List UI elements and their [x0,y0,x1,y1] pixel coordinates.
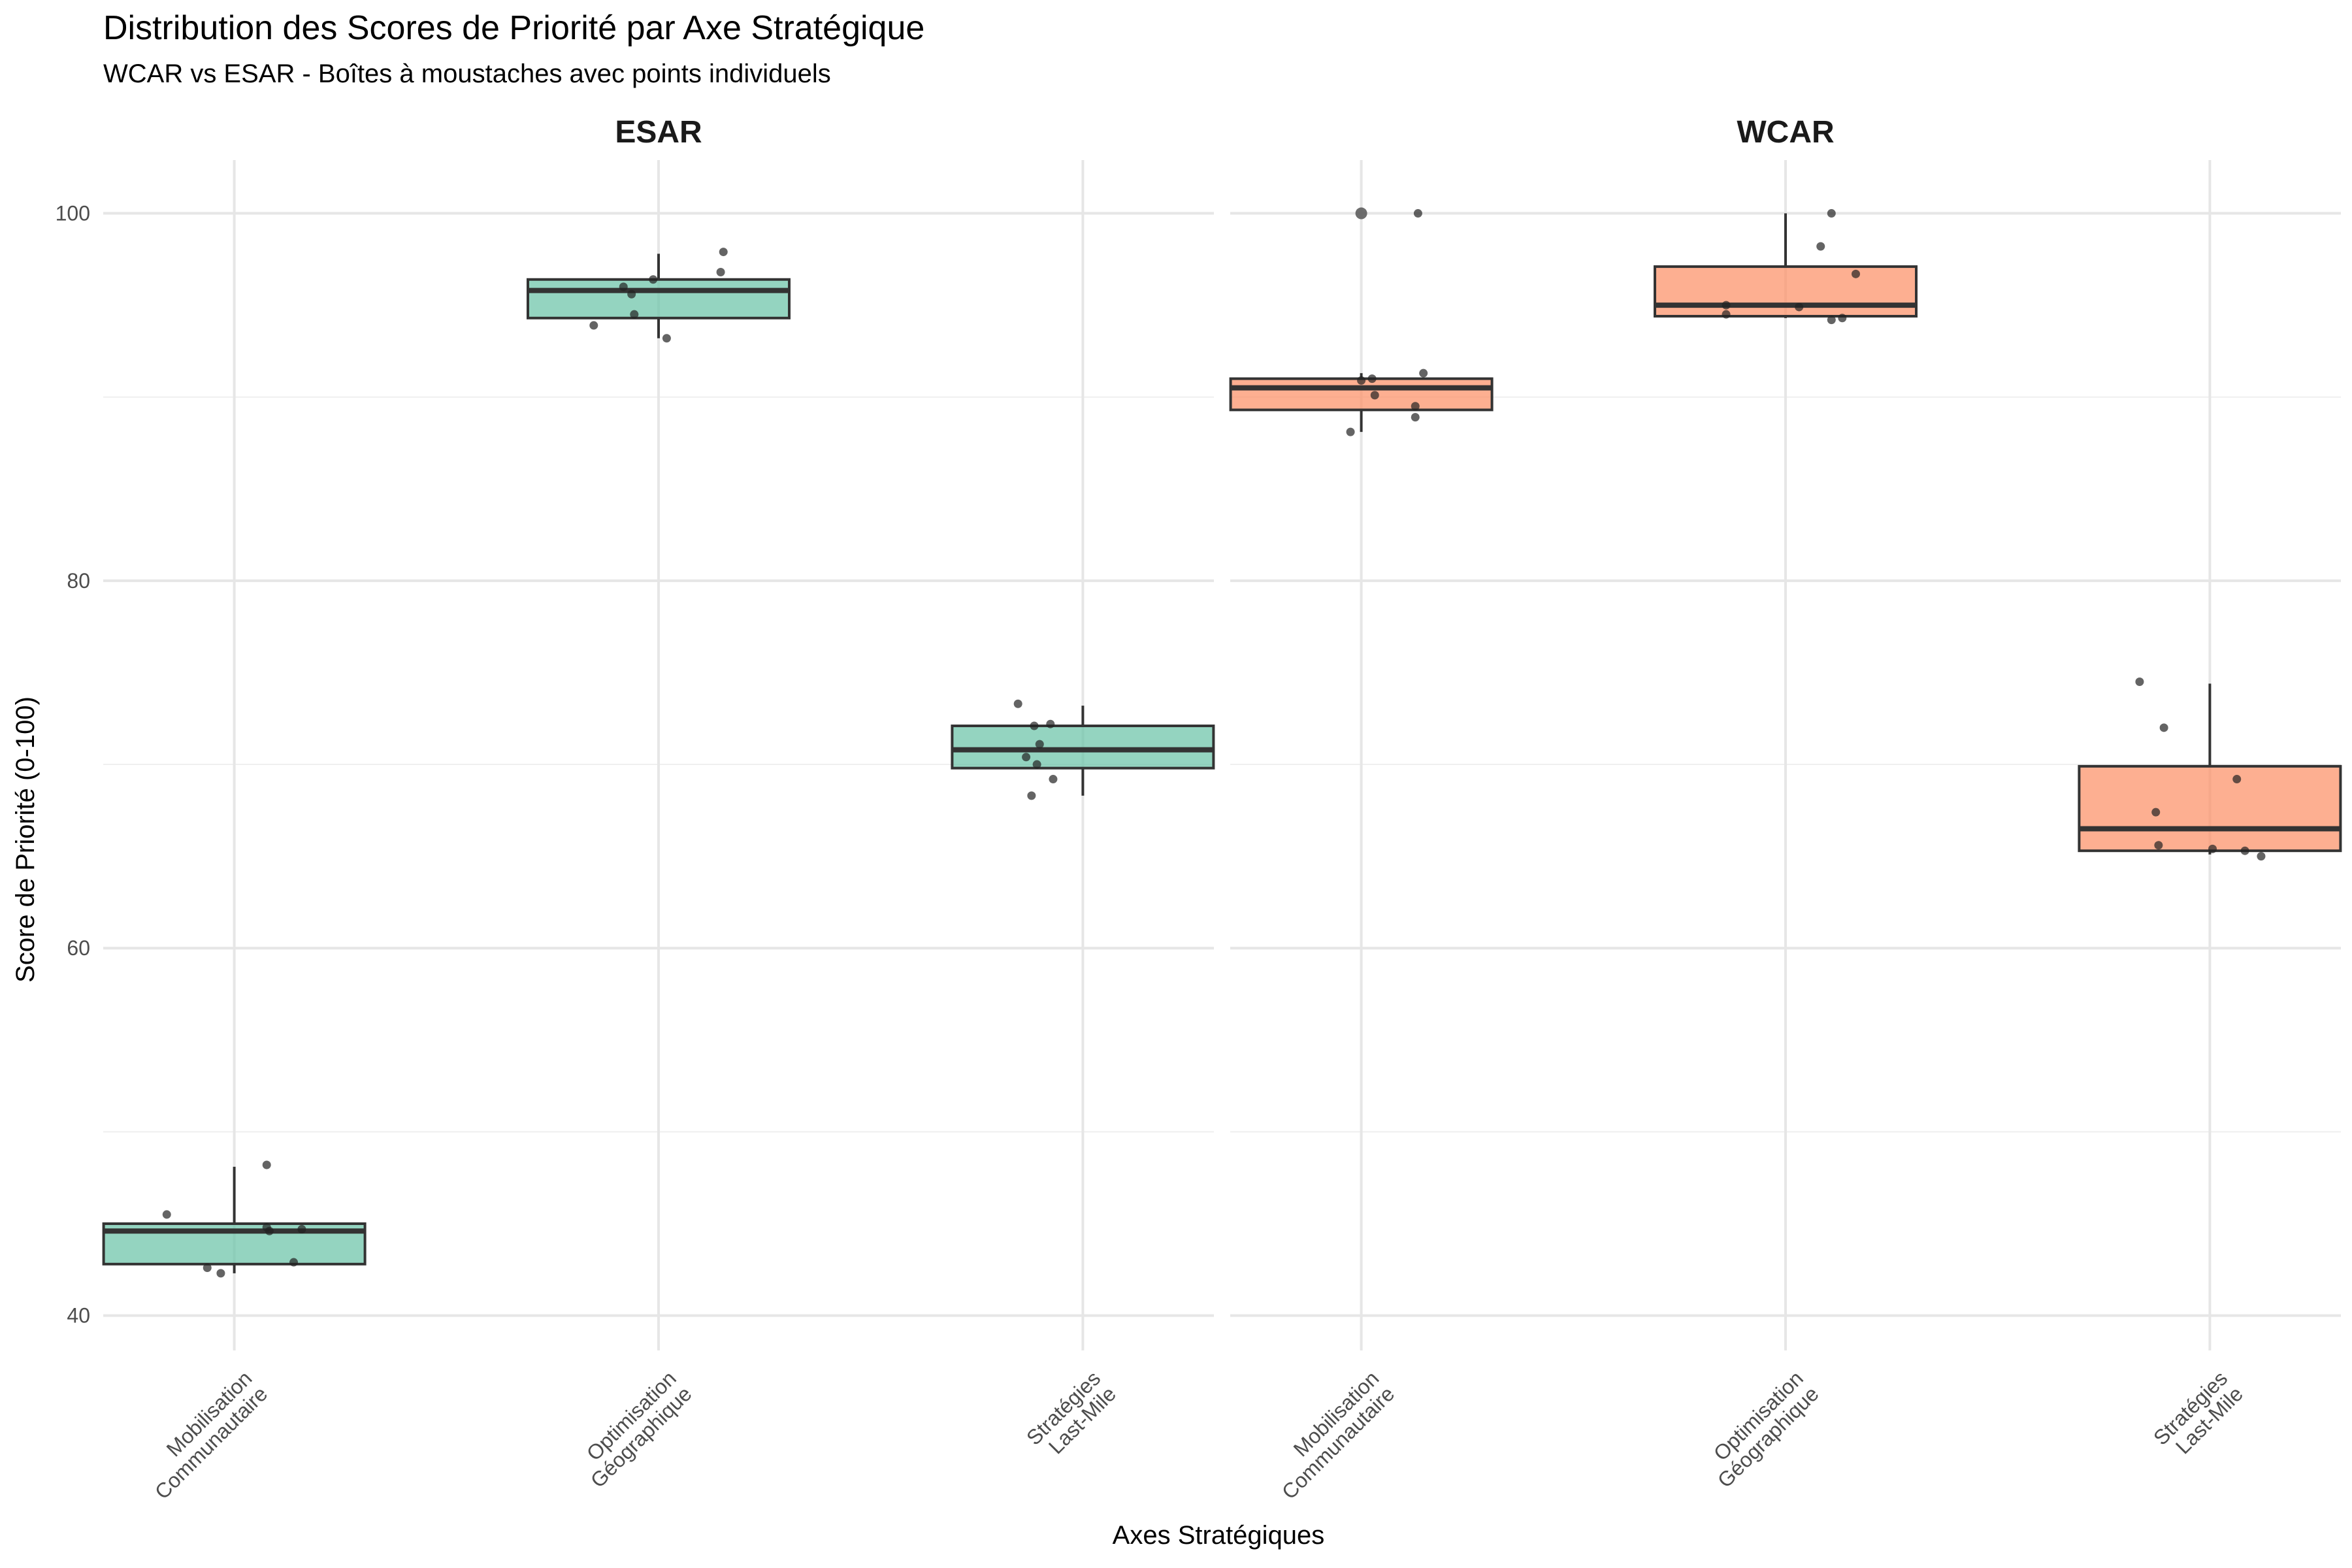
data-point [162,1210,171,1219]
chart-subtitle: WCAR vs ESAR - Boîtes à moustaches avec … [103,59,831,88]
data-point [1827,316,1836,325]
data-point [1411,402,1420,411]
data-point [2232,775,2242,784]
panel-wcar: WCAR MobilisationCommunautaire Optimisatio… [1229,115,2342,1504]
data-point [1816,242,1825,251]
x-tick-label: StratégiesLast-Mile [1022,1366,1120,1465]
x-tick-label: OptimisationGéographique [570,1366,696,1492]
data-point [1022,753,1031,762]
data-point [1035,740,1044,749]
data-point [630,310,639,319]
facet-strip-label: WCAR [1737,115,1834,150]
data-point [619,282,628,291]
data-point [2257,852,2266,861]
box-iqr [2078,764,2342,853]
outlier-point [1355,207,1367,220]
data-point [1032,760,1041,769]
x-tick-label: OptimisationGéographique [1697,1366,1823,1492]
data-point [589,321,598,330]
box-iqr [527,278,791,319]
data-point [1795,302,1804,312]
data-point [1370,391,1379,400]
x-tick-label: StratégiesLast-Mile [2149,1366,2247,1465]
box-wcar-3: StratégiesLast-Mile [2078,678,2342,1465]
data-point [1027,791,1036,800]
data-point [1413,209,1422,218]
data-point [216,1269,225,1278]
data-point [1722,301,1731,310]
x-tick-label: MobilisationCommunautaire [135,1366,272,1503]
y-tick-label: 100 [56,202,90,225]
chart-title: Distribution des Scores de Priorité par … [103,9,924,47]
data-point [719,248,728,257]
data-point [649,275,658,284]
data-point [203,1263,212,1272]
y-axis: 40 60 80 100 [56,202,90,1328]
y-axis-title: Score de Priorité (0-100) [11,696,40,983]
data-point [1013,699,1022,708]
data-point [1357,376,1366,385]
data-point [289,1258,299,1267]
data-point [2135,678,2144,687]
x-axis-title: Axes Stratégiques [1113,1521,1325,1550]
data-point [2151,808,2161,817]
y-tick-label: 60 [67,936,90,960]
data-point [297,1224,306,1233]
data-point [1419,368,1428,378]
data-point [265,1226,274,1235]
data-point [1722,310,1731,319]
data-point [716,268,725,277]
data-point [1367,374,1377,384]
data-point [627,289,636,299]
data-point [1046,719,1055,728]
box-iqr [1654,265,1918,318]
data-point [1049,775,1058,784]
data-point [1411,413,1420,422]
data-point [1346,427,1355,436]
data-point [1030,721,1039,730]
x-tick-label: MobilisationCommunautaire [1262,1366,1399,1503]
y-tick-label: 80 [67,569,90,593]
data-point [262,1160,271,1169]
data-point [2208,844,2217,853]
panel-esar: ESAR MobilisationCommunautaire Optimisatio… [102,115,1215,1504]
data-point [1827,209,1836,218]
y-tick-label: 40 [67,1304,90,1328]
data-point [1838,314,1847,323]
data-point [1851,269,1860,278]
facet-strip-label: ESAR [615,115,702,150]
data-point [2159,723,2168,732]
data-point [2154,841,2163,850]
box-iqr [951,725,1215,770]
data-point [2240,846,2249,855]
facet-panels: ESAR MobilisationCommunautaire Optimisatio… [102,115,2342,1504]
data-point [662,334,671,343]
